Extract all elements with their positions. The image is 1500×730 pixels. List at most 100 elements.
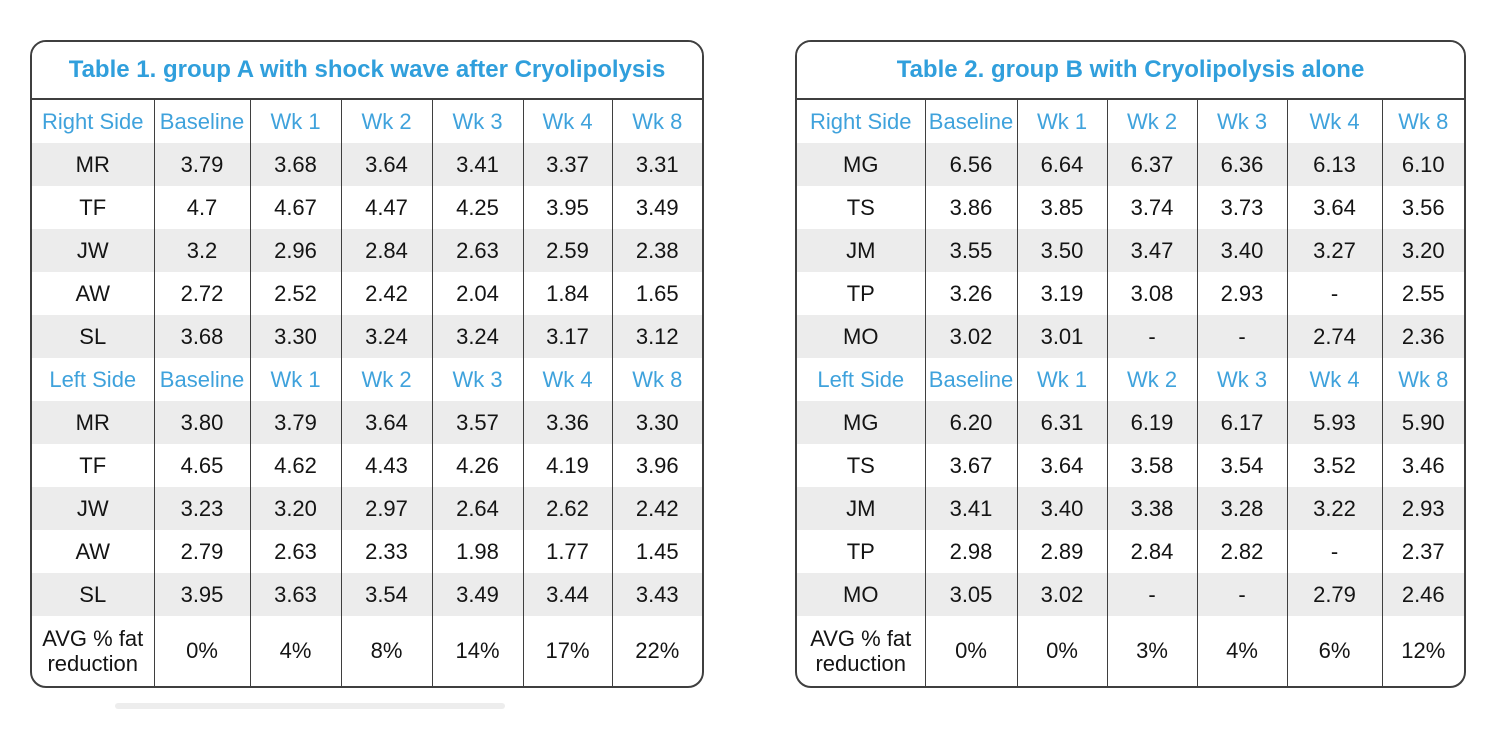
value-cell: 3.49 [431, 573, 523, 616]
value-cell: 1.45 [611, 530, 702, 573]
value-cell: - [1286, 530, 1382, 573]
subject-cell: SL [79, 581, 107, 607]
avg-value-cell: 0% [153, 616, 250, 686]
value-cell: 2.97 [340, 487, 432, 530]
value-cell: 3.95 [153, 573, 250, 616]
table1-card: Table 1. group A with shock wave after C… [30, 40, 704, 688]
subject-cell: TS [846, 452, 875, 478]
value-cell: 3.64 [340, 143, 432, 186]
table-row: SL 3.68 3.30 3.24 3.24 3.17 3.12 [32, 315, 702, 358]
subject-cell: TP [846, 280, 875, 306]
subject-cell: MO [843, 323, 879, 349]
value-cell: 2.93 [1381, 487, 1464, 530]
table2-right-header-row: Right Side Baseline Wk 1 Wk 2 Wk 3 Wk 4 … [797, 100, 1464, 143]
value-cell: 6.17 [1196, 401, 1287, 444]
subject-cell: MR [75, 151, 110, 177]
value-cell: 2.42 [340, 272, 432, 315]
value-cell: 2.63 [249, 530, 341, 573]
value-cell: - [1286, 272, 1382, 315]
side-header-cell: Right Side [41, 108, 144, 134]
col-header-cell: Wk 1 [1016, 100, 1107, 143]
value-cell: 4.7 [153, 186, 250, 229]
table-row: MR 3.80 3.79 3.64 3.57 3.36 3.30 [32, 401, 702, 444]
col-header-cell: Wk 8 [1381, 100, 1464, 143]
value-cell: 3.20 [249, 487, 341, 530]
value-cell: 1.84 [522, 272, 612, 315]
avg-value-cell: 17% [522, 616, 612, 686]
value-cell: 3.49 [611, 186, 702, 229]
col-header-cell: Wk 4 [522, 358, 612, 401]
value-cell: 3.2 [153, 229, 250, 272]
avg-value-cell: 14% [431, 616, 523, 686]
col-header-cell: Baseline [153, 358, 250, 401]
value-cell: 2.89 [1016, 530, 1107, 573]
side-header-cell: Left Side [49, 366, 137, 392]
value-cell: 2.46 [1381, 573, 1464, 616]
subject-cell: TP [846, 538, 875, 564]
value-cell: 4.25 [431, 186, 523, 229]
col-header-cell: Baseline [153, 100, 250, 143]
avg-value-cell: 0% [924, 616, 1017, 686]
value-cell: 3.24 [340, 315, 432, 358]
value-cell: 1.98 [431, 530, 523, 573]
value-cell: 3.79 [249, 401, 341, 444]
value-cell: 3.12 [611, 315, 702, 358]
value-cell: 3.31 [611, 143, 702, 186]
avg-label-cell: AVG % fat reduction [42, 625, 144, 676]
value-cell: 3.95 [522, 186, 612, 229]
value-cell: 3.79 [153, 143, 250, 186]
col-header-cell: Baseline [924, 100, 1017, 143]
value-cell: 1.65 [611, 272, 702, 315]
table-row: MG 6.56 6.64 6.37 6.36 6.13 6.10 [797, 143, 1464, 186]
value-cell: 3.20 [1381, 229, 1464, 272]
col-header-cell: Wk 8 [611, 358, 702, 401]
table1-grid: Right Side Baseline Wk 1 Wk 2 Wk 3 Wk 4 … [32, 100, 702, 686]
value-cell: 2.98 [924, 530, 1017, 573]
value-cell: - [1196, 573, 1287, 616]
value-cell: 3.67 [924, 444, 1017, 487]
value-cell: 6.64 [1016, 143, 1107, 186]
subject-cell: TS [846, 194, 875, 220]
table1-right-header-row: Right Side Baseline Wk 1 Wk 2 Wk 3 Wk 4 … [32, 100, 702, 143]
value-cell: 3.05 [924, 573, 1017, 616]
table-row: AW 2.72 2.52 2.42 2.04 1.84 1.65 [32, 272, 702, 315]
subject-cell: JM [846, 237, 876, 263]
subject-cell: TF [79, 452, 107, 478]
avg-value-cell: 3% [1106, 616, 1197, 686]
table2-left-header-row: Left Side Baseline Wk 1 Wk 2 Wk 3 Wk 4 W… [797, 358, 1464, 401]
value-cell: 2.55 [1381, 272, 1464, 315]
value-cell: 1.77 [522, 530, 612, 573]
table-row: MG 6.20 6.31 6.19 6.17 5.93 5.90 [797, 401, 1464, 444]
subject-cell: SL [79, 323, 107, 349]
col-header-cell: Wk 4 [522, 100, 612, 143]
table-row: TP 3.26 3.19 3.08 2.93 - 2.55 [797, 272, 1464, 315]
value-cell: 3.17 [522, 315, 612, 358]
value-cell: 6.37 [1106, 143, 1197, 186]
col-header-cell: Wk 1 [1016, 358, 1107, 401]
value-cell: - [1106, 315, 1197, 358]
col-header-cell: Wk 3 [431, 100, 523, 143]
value-cell: 3.68 [249, 143, 341, 186]
table1-left-header-row: Left Side Baseline Wk 1 Wk 2 Wk 3 Wk 4 W… [32, 358, 702, 401]
table-row: MO 3.02 3.01 - - 2.74 2.36 [797, 315, 1464, 358]
table-row: JM 3.41 3.40 3.38 3.28 3.22 2.93 [797, 487, 1464, 530]
table-row: JW 3.2 2.96 2.84 2.63 2.59 2.38 [32, 229, 702, 272]
avg-label-cell: AVG % fat reduction [810, 625, 912, 676]
value-cell: 3.54 [340, 573, 432, 616]
value-cell: 4.47 [340, 186, 432, 229]
value-cell: 3.38 [1106, 487, 1197, 530]
value-cell: 2.37 [1381, 530, 1464, 573]
value-cell: 5.93 [1286, 401, 1382, 444]
value-cell: 4.65 [153, 444, 250, 487]
col-header-cell: Wk 2 [1106, 100, 1197, 143]
value-cell: 5.90 [1381, 401, 1464, 444]
table2-grid: Right Side Baseline Wk 1 Wk 2 Wk 3 Wk 4 … [797, 100, 1464, 686]
value-cell: 3.96 [611, 444, 702, 487]
value-cell: 3.40 [1016, 487, 1107, 530]
value-cell: 3.44 [522, 573, 612, 616]
value-cell: - [1106, 573, 1197, 616]
value-cell: 4.26 [431, 444, 523, 487]
subject-cell: TF [79, 194, 107, 220]
value-cell: 4.62 [249, 444, 341, 487]
